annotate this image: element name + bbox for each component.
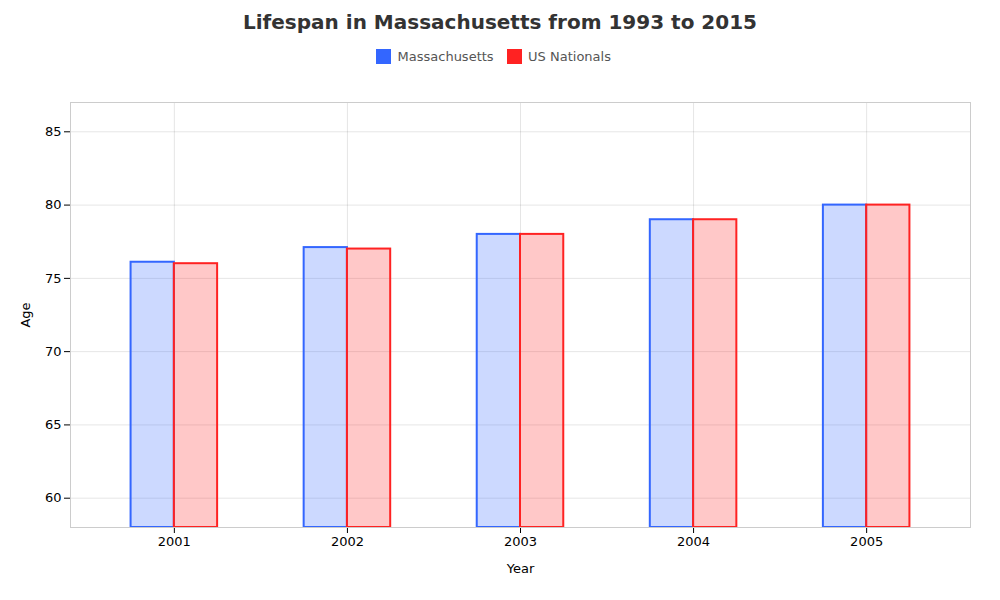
svg-text:80: 80 bbox=[45, 197, 62, 212]
svg-text:2005: 2005 bbox=[850, 533, 883, 548]
svg-text:85: 85 bbox=[45, 123, 62, 138]
html-text:Lifespan in Massachusetts from: Lifespan in Massachusetts from 1993 to 2… bbox=[243, 10, 757, 34]
svg-text:2001: 2001 bbox=[158, 533, 191, 548]
svg-text:70: 70 bbox=[45, 343, 62, 358]
svg-text:60: 60 bbox=[45, 490, 62, 505]
svg-text:75: 75 bbox=[45, 270, 62, 285]
svg-text:65: 65 bbox=[45, 417, 62, 432]
svg-text:2002: 2002 bbox=[331, 533, 364, 548]
svg-text:2003: 2003 bbox=[504, 533, 537, 548]
html-text:US Nationals: US Nationals bbox=[528, 49, 611, 64]
svg-text:2004: 2004 bbox=[677, 533, 710, 548]
svg-text:Year: Year bbox=[506, 560, 535, 575]
html-text:Massachusetts: Massachusetts bbox=[397, 49, 494, 64]
svg-text:Age: Age bbox=[18, 302, 33, 327]
